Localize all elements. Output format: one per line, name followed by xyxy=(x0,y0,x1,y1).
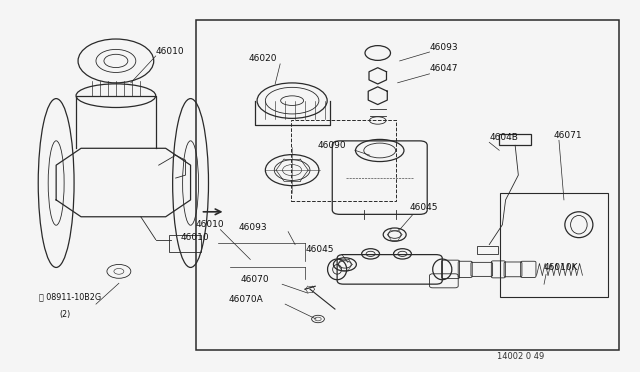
Text: 46093: 46093 xyxy=(238,223,267,232)
Text: 46010K: 46010K xyxy=(544,263,579,272)
Text: 46045: 46045 xyxy=(410,203,438,212)
Text: (2): (2) xyxy=(59,310,70,318)
Text: 46020: 46020 xyxy=(248,54,277,64)
Text: 46047: 46047 xyxy=(429,64,458,73)
Text: 46010: 46010 xyxy=(180,233,209,242)
Text: 46093: 46093 xyxy=(429,42,458,52)
Bar xyxy=(196,20,620,350)
Bar xyxy=(477,246,498,254)
Text: 46070A: 46070A xyxy=(228,295,263,304)
Text: 46010: 46010 xyxy=(196,220,224,229)
Bar xyxy=(500,193,608,297)
Text: 46090: 46090 xyxy=(318,141,347,150)
Text: Ⓝ 08911-10B2G: Ⓝ 08911-10B2G xyxy=(39,293,101,302)
Bar xyxy=(291,119,396,201)
Text: 46045: 46045 xyxy=(305,245,333,254)
Text: 14002 0 49: 14002 0 49 xyxy=(497,352,545,361)
Bar xyxy=(169,235,200,251)
Text: 46071: 46071 xyxy=(554,131,582,140)
Text: 4604B: 4604B xyxy=(489,133,518,142)
Text: 46070: 46070 xyxy=(241,275,269,284)
Bar xyxy=(499,134,531,145)
Text: 46010: 46010 xyxy=(156,46,184,55)
